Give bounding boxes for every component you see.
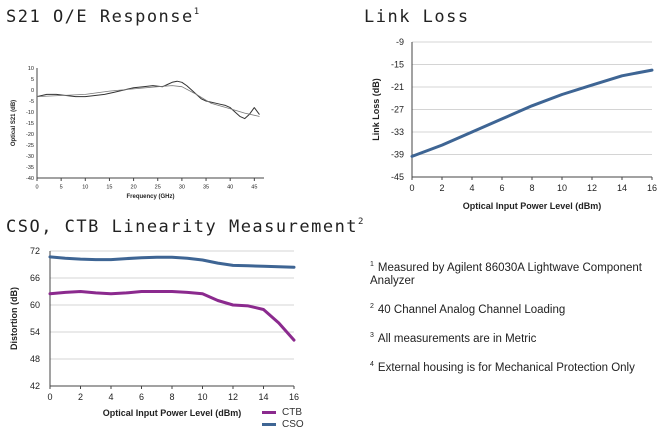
x-tick-label: 20	[131, 185, 137, 191]
series-line-ctb	[48, 290, 296, 342]
y-tick-label: -5	[29, 99, 34, 105]
footnote-text: External housing is for Mechanical Prote…	[377, 362, 635, 374]
y-axis-label: Link Loss (dB)	[371, 78, 381, 141]
y-tick-label: -40	[26, 176, 34, 182]
y-tick-label: 54	[30, 327, 40, 337]
footnote-item: 3 All measurements are in Metric	[370, 329, 670, 346]
x-tick-label: 12	[587, 183, 597, 193]
s21-title-text: S21 O/E Response	[6, 7, 194, 27]
x-tick-label: 15	[106, 185, 112, 191]
x-tick-label: 16	[647, 183, 657, 193]
x-tick-label: 35	[203, 185, 209, 191]
x-tick-label: 14	[258, 392, 268, 402]
y-tick-label: -15	[26, 121, 34, 127]
x-tick-label: 5	[60, 185, 63, 191]
footnote-item: 1 Measured by Agilent 86030A Lightwave Co…	[370, 258, 670, 288]
x-tick-label: 2	[78, 392, 83, 402]
x-tick-label: 2	[439, 183, 444, 193]
x-tick-label: 0	[47, 392, 52, 402]
series-line-cso	[48, 255, 296, 269]
y-tick-label: -33	[391, 127, 404, 137]
x-axis-label: Optical Input Power Level (dBm)	[463, 201, 602, 211]
y-tick-label: 10	[28, 66, 34, 72]
legend-item-ctb: CTB	[262, 406, 304, 418]
y-tick-label: 42	[30, 381, 40, 391]
x-axis-label: Frequency (GHz)	[126, 194, 174, 200]
s21-title-footnote-mark: 1	[193, 7, 200, 17]
footnote-mark: 3	[370, 332, 374, 339]
x-axis-label: Optical Input Power Level (dBm)	[103, 408, 242, 418]
y-tick-label: 72	[30, 246, 40, 256]
x-tick-label: 10	[197, 392, 207, 402]
y-tick-label: -20	[26, 132, 34, 138]
legend-item-cso: CSO	[262, 418, 304, 430]
y-tick-label: -35	[26, 165, 34, 171]
x-tick-label: 25	[155, 185, 161, 191]
series-line-link-loss	[410, 68, 654, 158]
x-tick-label: 10	[82, 185, 88, 191]
x-tick-label: 12	[228, 392, 238, 402]
x-tick-label: 8	[529, 183, 534, 193]
y-tick-label: -30	[26, 154, 34, 160]
x-tick-label: 0	[409, 183, 414, 193]
legend-swatch-ctb	[262, 410, 276, 414]
x-tick-label: 16	[289, 392, 299, 402]
link-loss-title-text: Link Loss	[364, 7, 470, 27]
cso-ctb-legend: CTB CSO	[262, 406, 304, 430]
x-tick-label: 6	[139, 392, 144, 402]
link-loss-chart-title: Link Loss	[364, 7, 470, 27]
y-tick-label: -25	[26, 143, 34, 149]
y-tick-label: 48	[30, 354, 40, 364]
y-tick-label: -9	[396, 37, 404, 47]
legend-swatch-cso	[262, 422, 276, 426]
x-tick-label: 0	[35, 185, 38, 191]
y-tick-label: -27	[391, 105, 404, 115]
footnotes: 1 Measured by Agilent 86030A Lightwave Co…	[370, 258, 670, 387]
y-tick-label: 60	[30, 300, 40, 310]
y-tick-label: -45	[391, 172, 404, 182]
y-axis-label: Distortion (dB)	[9, 287, 19, 350]
x-tick-label: 8	[169, 392, 174, 402]
footnote-mark: 1	[370, 261, 374, 268]
x-tick-label: 4	[469, 183, 474, 193]
x-tick-label: 30	[179, 185, 185, 191]
y-tick-label: -39	[391, 150, 404, 160]
cso-ctb-chart-title: CSO, CTB Linearity Measurement2	[6, 217, 363, 237]
y-tick-label: 5	[31, 77, 34, 83]
x-tick-label: 10	[557, 183, 567, 193]
footnote-text: Measured by Agilent 86030A Lightwave Com…	[370, 262, 642, 287]
y-tick-label: 66	[30, 273, 40, 283]
y-axis-label: Optical S21 (dB)	[11, 100, 17, 146]
legend-label-cso: CSO	[282, 418, 304, 430]
y-tick-label: 0	[31, 88, 34, 94]
x-tick-label: 40	[227, 185, 233, 191]
y-tick-label: -10	[26, 110, 34, 116]
cso-ctb-title-footnote-mark: 2	[358, 217, 364, 227]
footnote-item: 2 40 Channel Analog Channel Loading	[370, 300, 670, 317]
y-tick-label: -15	[391, 60, 404, 70]
footnote-text: 40 Channel Analog Channel Loading	[377, 304, 566, 316]
series-line-fit	[36, 85, 260, 117]
footnote-text: All measurements are in Metric	[377, 333, 537, 345]
x-tick-label: 45	[251, 185, 257, 191]
x-tick-label: 14	[617, 183, 627, 193]
s21-chart-title: S21 O/E Response1	[6, 7, 199, 27]
x-tick-label: 4	[108, 392, 113, 402]
y-tick-label: -21	[391, 82, 404, 92]
footnote-mark: 2	[370, 303, 374, 310]
cso-ctb-title-text: CSO, CTB Linearity Measurement	[6, 217, 359, 237]
footnote-item: 4 External housing is for Mechanical Prot…	[370, 358, 670, 375]
x-tick-label: 6	[499, 183, 504, 193]
legend-label-ctb: CTB	[282, 406, 302, 418]
footnote-mark: 4	[370, 361, 374, 368]
